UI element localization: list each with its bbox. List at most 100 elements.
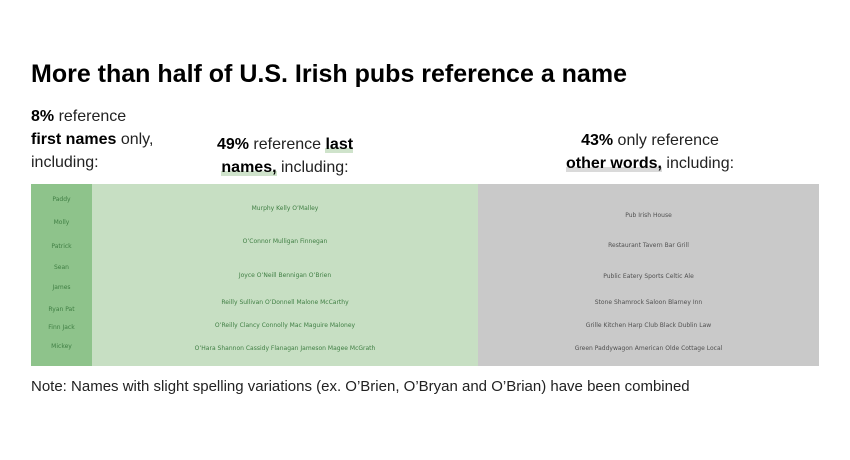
last-word-row: O’Reilly Clancy Connolly Mac Maguire Mal… xyxy=(92,317,478,335)
last-word-row: O’Hara Shannon Cassidy Flanagan Jameson … xyxy=(92,341,478,356)
caption-other-bold: other words, xyxy=(565,155,662,172)
last-word: O’Donnell xyxy=(265,299,295,306)
last-names-panel: Murphy Kelly O’Malley O’Connor Mulligan F… xyxy=(92,184,478,366)
caption-first-line3: including: xyxy=(31,154,99,171)
other-word: Celtic xyxy=(665,273,683,280)
caption-other-line1: only reference xyxy=(613,132,719,149)
last-word: Finnegan xyxy=(300,238,328,245)
first-word: Sean xyxy=(54,264,69,271)
first-word-row: Sean xyxy=(31,260,92,276)
last-word: Magee xyxy=(327,345,348,352)
last-word-row: O’Connor Mulligan Finnegan xyxy=(92,228,478,256)
footnote: Note: Names with slight spelling variati… xyxy=(31,378,690,395)
other-word: Law xyxy=(699,322,712,329)
other-word: Pub xyxy=(625,212,637,219)
caption-last-bold-a: last xyxy=(325,136,354,153)
other-word-row: Stone Shamrock Saloon Blarney Inn xyxy=(478,292,819,313)
caption-last-names: 49% reference last names, including: xyxy=(180,133,390,179)
other-word-row: Pub Irish House xyxy=(478,190,819,241)
caption-first-pct: 8% xyxy=(31,108,55,125)
other-word: Restaurant xyxy=(608,242,641,249)
other-word-row: Grille Kitchen Harp Club Black Dublin La… xyxy=(478,317,819,335)
other-word: Sports xyxy=(644,273,664,280)
last-word: Mac xyxy=(289,322,302,329)
first-word-row: Mickey xyxy=(31,339,92,354)
other-word: Bar xyxy=(664,242,675,249)
other-word: House xyxy=(653,212,672,219)
first-word: Molly xyxy=(53,219,70,226)
first-word: James xyxy=(52,284,71,291)
last-word: O’Reilly xyxy=(214,322,238,329)
other-word: American xyxy=(634,345,664,352)
other-word-row: Restaurant Tavern Bar Grill xyxy=(478,232,819,260)
other-word: Grille xyxy=(585,322,602,329)
other-word-row: Green Paddywagon American Olde Cottage L… xyxy=(478,341,819,356)
other-word: Club xyxy=(644,322,658,329)
last-word: O’Malley xyxy=(292,205,319,212)
last-word: McCarthy xyxy=(320,299,349,306)
other-word: Harp xyxy=(628,322,643,329)
other-word: Public xyxy=(603,273,621,280)
last-word: Sullivan xyxy=(239,299,264,306)
last-word: Malone xyxy=(296,299,319,306)
last-word: Murphy xyxy=(251,205,275,212)
last-word: Bennigan xyxy=(278,272,307,279)
other-word: Stone xyxy=(594,299,613,306)
other-word: Eatery xyxy=(622,273,643,280)
last-word: Maloney xyxy=(329,322,356,329)
caption-last-pct: 49% xyxy=(216,136,249,153)
last-word-row: Joyce O’Neill Bennigan O’Brien xyxy=(92,262,478,290)
other-word: Saloon xyxy=(645,299,667,306)
first-word-row: Patrick xyxy=(31,240,92,254)
last-word: Cassidy xyxy=(245,345,269,352)
last-word: Flanagan xyxy=(270,345,299,352)
other-word: Shamrock xyxy=(614,299,644,306)
last-word: O’Neill xyxy=(256,272,277,279)
last-word: O’Brien xyxy=(308,272,332,279)
first-word: Patrick xyxy=(51,243,72,250)
caption-first-line2: only, xyxy=(116,131,154,148)
other-word-row: Public Eatery Sports Celtic Ale xyxy=(478,264,819,289)
first-word-row: Paddy xyxy=(31,192,92,208)
other-word: Blarney xyxy=(668,299,691,306)
last-word: O’Hara xyxy=(194,345,216,352)
other-word: Ale xyxy=(684,273,694,280)
first-word-row: James xyxy=(31,280,92,296)
first-word-row: Ryan Pat xyxy=(31,304,92,316)
last-word: Shannon xyxy=(217,345,244,352)
last-word: O’Connor xyxy=(242,238,271,245)
other-word: Inn xyxy=(692,299,703,306)
last-word-row: Murphy Kelly O’Malley xyxy=(92,190,478,228)
last-word: Connolly xyxy=(261,322,288,329)
other-word: Irish xyxy=(638,212,652,219)
other-word: Cottage xyxy=(681,345,705,352)
caption-other-words: 43% only reference other words, includin… xyxy=(520,129,780,175)
last-word: Reilly xyxy=(221,299,238,306)
other-word: Olde xyxy=(665,345,680,352)
last-word: McGrath xyxy=(349,345,376,352)
last-word-row: Reilly Sullivan O’Donnell Malone McCarth… xyxy=(92,292,478,313)
other-word: Paddywagon xyxy=(594,345,633,352)
caption-first-bold: first names xyxy=(31,131,117,148)
other-word: Local xyxy=(706,345,723,352)
other-word: Black xyxy=(659,322,677,329)
last-word: Jameson xyxy=(300,345,326,352)
caption-last-mid: reference xyxy=(248,136,326,153)
last-word: Maguire xyxy=(303,322,328,329)
first-word: Mickey xyxy=(51,343,72,350)
caption-last-bold-b: names, xyxy=(221,159,277,176)
caption-first-names: 8% reference first names only, including… xyxy=(31,105,153,174)
chart-title: More than half of U.S. Irish pubs refere… xyxy=(31,60,627,88)
caption-other-pct: 43% xyxy=(581,132,614,149)
other-word: Dublin xyxy=(677,322,698,329)
caption-other-line2: including: xyxy=(661,155,735,172)
first-word: Paddy xyxy=(52,196,71,203)
caption-first-line1: reference xyxy=(54,108,127,125)
last-word: Kelly xyxy=(276,205,291,212)
other-word: Grill xyxy=(676,242,689,249)
first-names-panel: Paddy Molly Patrick Sean James Ryan Pat Finn J… xyxy=(31,184,92,366)
first-word-row: Molly xyxy=(31,214,92,232)
first-word: Ryan Pat xyxy=(48,306,75,313)
other-word: Green xyxy=(574,345,593,352)
first-word: Finn Jack xyxy=(48,324,75,331)
